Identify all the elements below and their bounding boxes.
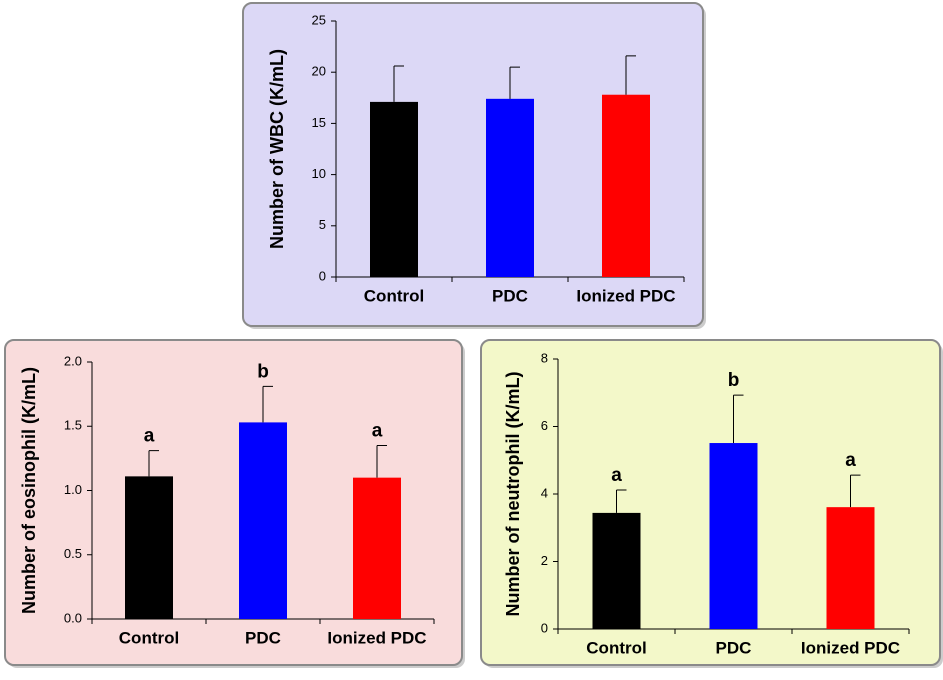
x-tick-label: Control: [364, 286, 424, 305]
annotation: b: [257, 361, 269, 382]
y-tick-label: 4: [541, 485, 548, 500]
error-bar: [262, 385, 273, 423]
annotation: b: [728, 370, 740, 391]
error-bar: [733, 394, 744, 444]
annotation: a: [845, 450, 856, 471]
y-tick-label: 2.0: [64, 353, 82, 368]
y-tick-label: 15: [312, 115, 326, 130]
bar: [353, 477, 401, 619]
y-axis-label: Number of eosinophil (K/mL): [19, 367, 39, 614]
annotation: a: [144, 426, 155, 447]
x-tick-label: Control: [119, 628, 179, 647]
y-axis-label: Number of neutrophil (K/mL): [503, 372, 523, 617]
error-bar: [509, 66, 520, 99]
error-bar: [616, 489, 627, 513]
error-bar: [393, 65, 404, 102]
y-tick-label: 2: [541, 553, 548, 568]
y-tick-label: 0.5: [64, 546, 82, 561]
y-tick-label: 1.0: [64, 482, 82, 497]
x-tick-label: Ionized PDC: [327, 628, 426, 647]
y-tick-label: 0: [319, 268, 326, 283]
y-tick-label: 25: [312, 12, 326, 27]
annotation: a: [372, 421, 383, 442]
error-bar: [376, 445, 387, 478]
panel: [4, 339, 463, 666]
y-tick-label: 20: [312, 64, 326, 79]
error-bar: [148, 450, 159, 477]
panel: [242, 2, 704, 327]
y-tick-label: 5: [319, 217, 326, 232]
bar: [709, 443, 758, 629]
bar: [239, 422, 287, 619]
x-tick-label: PDC: [716, 638, 752, 657]
y-tick-label: 6: [541, 418, 548, 433]
bar: [592, 512, 641, 629]
x-tick-label: Ionized PDC: [576, 286, 675, 305]
x-tick-label: Ionized PDC: [801, 638, 900, 657]
y-tick-label: 1.5: [64, 418, 82, 433]
x-tick-label: PDC: [492, 286, 528, 305]
bar: [826, 507, 875, 629]
y-tick-label: 0: [541, 620, 548, 635]
y-tick-label: 8: [541, 350, 548, 365]
error-bar: [850, 474, 861, 508]
y-axis-label: Number of WBC (K/mL): [267, 49, 287, 249]
x-tick-label: Control: [586, 638, 646, 657]
y-tick-label: 0.0: [64, 610, 82, 625]
bar: [486, 98, 534, 277]
bar: [125, 476, 173, 619]
error-bar: [625, 55, 636, 95]
bar: [370, 101, 418, 277]
y-tick-label: 10: [312, 166, 326, 181]
annotation: a: [611, 465, 622, 486]
bar: [602, 94, 650, 277]
x-tick-label: PDC: [245, 628, 281, 647]
